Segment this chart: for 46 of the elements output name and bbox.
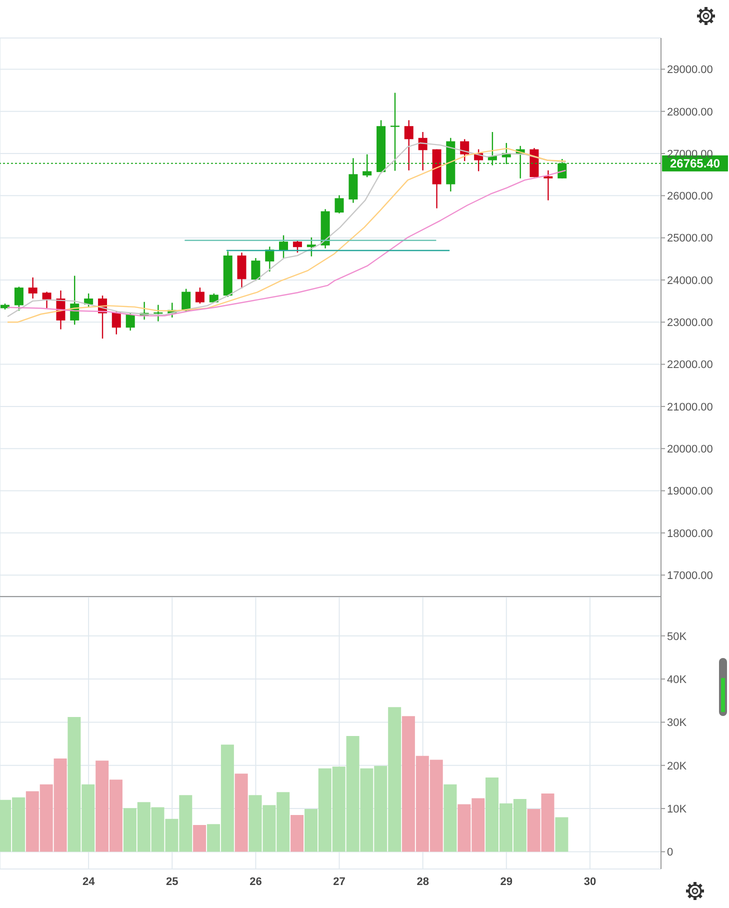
y-tick-label: 18000.00 [667, 528, 713, 540]
bar [234, 774, 248, 852]
y-tick-label: 19000.00 [667, 486, 713, 498]
bar [290, 815, 304, 852]
bar [193, 824, 206, 852]
bar [555, 817, 568, 852]
candlestick [404, 120, 414, 171]
candlestick [334, 194, 344, 214]
x-tick-label: 26 [250, 876, 262, 888]
y-tick-label: 23000.00 [667, 317, 713, 330]
x-tick-label: 27 [333, 876, 346, 888]
candlestick [237, 252, 246, 290]
candlestick [42, 291, 52, 309]
candlestick [28, 276, 38, 300]
candlestick [265, 246, 274, 272]
y-tick-label: 25000.00 [667, 232, 713, 245]
y-tick-label: 28000.00 [667, 106, 713, 118]
candlestick [544, 170, 553, 201]
y-tick-label: 22000.00 [667, 359, 713, 372]
y-tick-label: 30K [667, 717, 688, 730]
y-tick-label: 40K [667, 674, 688, 686]
candlestick [292, 240, 302, 254]
x-tick-label: 29 [500, 876, 513, 888]
y-tick-label: 10K [667, 803, 688, 816]
candlestick [279, 234, 288, 259]
candlestick [251, 257, 260, 282]
candlestick [14, 286, 24, 312]
y-tick-label: 21000.00 [667, 401, 713, 414]
y-tick-label: 26000.00 [667, 190, 713, 203]
y-tick-label: 17000.00 [667, 570, 713, 582]
bar [444, 784, 457, 852]
candlestick [460, 138, 470, 162]
ref-line-label: 26765.40 [670, 156, 720, 170]
y-tick-label: 50K [667, 630, 688, 643]
x-tick-label: 30 [584, 876, 596, 888]
candlestick [84, 292, 94, 308]
y-tick-label: 20000.00 [667, 444, 713, 456]
x-tick-label: 25 [166, 876, 178, 888]
candlestick [195, 286, 204, 304]
y-tick-label: 24000.00 [667, 274, 713, 287]
candlestick [126, 312, 135, 332]
x-tick-label: 28 [416, 876, 429, 888]
y-tick-label: 29000.00 [667, 64, 713, 76]
x-tick-label: 24 [82, 876, 96, 888]
y-tick-label: 0 [667, 846, 674, 859]
y-tick-label: 20K [667, 760, 688, 772]
